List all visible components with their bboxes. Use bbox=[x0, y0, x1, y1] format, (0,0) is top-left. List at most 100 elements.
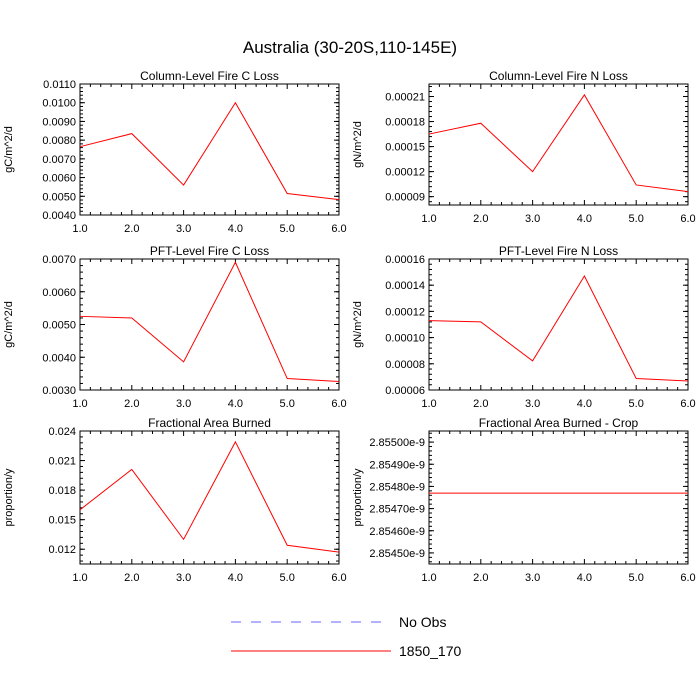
panel-title: PFT-Level Fire N Loss bbox=[499, 244, 618, 258]
x-tick-label: 5.0 bbox=[280, 223, 295, 235]
y-tick-label: 0.00006 bbox=[385, 385, 425, 397]
x-tick-label: 5.0 bbox=[280, 398, 295, 410]
x-tick-label: 4.0 bbox=[577, 398, 592, 410]
plot-frame bbox=[428, 258, 689, 391]
panel-title: Column-Level Fire N Loss bbox=[489, 69, 628, 83]
x-tick-label: 4.0 bbox=[228, 223, 243, 235]
series-line-1850_170 bbox=[79, 440, 340, 553]
y-tick-label: 0.00008 bbox=[385, 359, 425, 371]
y-tick-label: 2.85490e-9 bbox=[369, 459, 425, 471]
x-tick-label: 3.0 bbox=[525, 398, 540, 410]
figure-title: Australia (30-20S,110-145E) bbox=[243, 38, 457, 57]
y-tick-label: 0.00018 bbox=[385, 117, 425, 129]
legend-label-1850-170: 1850_170 bbox=[399, 643, 462, 659]
y-tick-label: 0.0100 bbox=[42, 98, 76, 110]
y-axis-label: proportion/y bbox=[3, 468, 15, 527]
panel-3: 1.0 2.0 3.0 4.0 5.0 6.0 0.0030 0.0040 0.0050 0.00… bbox=[3, 244, 347, 410]
series-line-1850_170 bbox=[428, 275, 689, 382]
x-tick-label: 5.0 bbox=[280, 572, 295, 584]
x-tick-label: 5.0 bbox=[629, 572, 644, 584]
x-tick-label: 6.0 bbox=[680, 572, 695, 584]
plot-frame bbox=[79, 430, 340, 565]
y-tick-label: 0.00016 bbox=[385, 254, 425, 266]
x-tick-label: 1.0 bbox=[421, 213, 436, 225]
legend: No Obs 1850_170 bbox=[231, 614, 462, 659]
y-tick-label: 0.00021 bbox=[385, 92, 425, 104]
x-tick-label: 4.0 bbox=[577, 213, 592, 225]
y-axis-label: gC/m^2/d bbox=[3, 301, 15, 348]
y-tick-label: 0.0090 bbox=[42, 116, 76, 128]
x-tick-label: 1.0 bbox=[72, 572, 87, 584]
x-tick-label: 1.0 bbox=[72, 398, 87, 410]
x-tick-label: 3.0 bbox=[176, 572, 191, 584]
y-tick-label: 0.00015 bbox=[385, 142, 425, 154]
x-tick-label: 4.0 bbox=[228, 572, 243, 584]
y-tick-label: 0.021 bbox=[48, 456, 76, 468]
x-tick-label: 1.0 bbox=[72, 223, 87, 235]
x-tick-label: 1.0 bbox=[421, 572, 436, 584]
x-tick-label: 2.0 bbox=[124, 398, 139, 410]
y-tick-label: 0.024 bbox=[48, 426, 76, 438]
y-tick-label: 0.0040 bbox=[42, 210, 76, 222]
y-axis-label: gN/m^2/d bbox=[352, 121, 364, 168]
y-tick-label: 0.0050 bbox=[42, 191, 76, 203]
series-line-1850_170 bbox=[79, 101, 340, 201]
x-tick-label: 1.0 bbox=[421, 398, 436, 410]
x-tick-label: 2.0 bbox=[124, 223, 139, 235]
y-tick-label: 0.0070 bbox=[42, 154, 76, 166]
x-tick-label: 2.0 bbox=[473, 213, 488, 225]
x-tick-label: 6.0 bbox=[331, 398, 346, 410]
panel-5: 1.0 2.0 3.0 4.0 5.0 6.0 0.012 0.015 0.018 0.021 0.… bbox=[3, 416, 347, 584]
y-tick-label: 0.018 bbox=[48, 485, 76, 497]
y-axis-label: proportion/y bbox=[352, 468, 364, 527]
x-tick-label: 6.0 bbox=[680, 213, 695, 225]
panel-title: PFT-Level Fire C Loss bbox=[150, 244, 269, 258]
x-tick-label: 2.0 bbox=[473, 398, 488, 410]
y-tick-label: 0.0060 bbox=[42, 287, 76, 299]
x-tick-label: 3.0 bbox=[176, 398, 191, 410]
y-tick-label: 0.00010 bbox=[385, 333, 425, 345]
x-tick-label: 6.0 bbox=[331, 223, 346, 235]
y-tick-label: 2.85460e-9 bbox=[369, 526, 425, 538]
y-tick-label: 0.00012 bbox=[385, 167, 425, 179]
plot-frame bbox=[428, 83, 689, 206]
y-tick-label: 0.0110 bbox=[43, 79, 76, 91]
panel-2: 1.0 2.0 3.0 4.0 5.0 6.0 0.00009 0.00012 0.00015 0… bbox=[352, 69, 696, 225]
y-tick-label: 2.85470e-9 bbox=[369, 504, 425, 516]
x-tick-label: 5.0 bbox=[629, 398, 644, 410]
y-tick-label: 0.00009 bbox=[385, 192, 425, 204]
plot-frame bbox=[428, 430, 689, 565]
y-tick-label: 0.0060 bbox=[42, 173, 76, 185]
plot-frame bbox=[79, 83, 340, 216]
x-tick-label: 3.0 bbox=[525, 213, 540, 225]
series-line-1850_170 bbox=[428, 93, 689, 193]
y-tick-label: 0.0080 bbox=[42, 135, 76, 147]
panel-4: 1.0 2.0 3.0 4.0 5.0 6.0 0.00006 0.00008 0.00010 0… bbox=[352, 244, 696, 410]
series-line-1850_170 bbox=[79, 261, 340, 382]
x-tick-label: 4.0 bbox=[228, 398, 243, 410]
panels: 1.0 2.0 3.0 4.0 5.0 6.0 0.0040 0.0050 0.0060 0.00… bbox=[3, 69, 696, 584]
y-tick-label: 0.0050 bbox=[42, 320, 76, 332]
y-tick-label: 0.00012 bbox=[385, 306, 425, 318]
panel-title: Fractional Area Burned - Crop bbox=[479, 416, 639, 430]
legend-label-no-obs: No Obs bbox=[399, 614, 446, 630]
x-tick-label: 3.0 bbox=[525, 572, 540, 584]
x-tick-label: 3.0 bbox=[176, 223, 191, 235]
x-tick-label: 4.0 bbox=[577, 572, 592, 584]
x-tick-label: 5.0 bbox=[629, 213, 644, 225]
y-tick-label: 2.85450e-9 bbox=[369, 548, 425, 560]
x-tick-label: 2.0 bbox=[473, 572, 488, 584]
x-tick-label: 6.0 bbox=[331, 572, 346, 584]
y-tick-label: 0.015 bbox=[48, 515, 76, 527]
x-tick-label: 6.0 bbox=[680, 398, 695, 410]
y-axis-label: gC/m^2/d bbox=[3, 126, 15, 173]
x-tick-label: 2.0 bbox=[124, 572, 139, 584]
y-tick-label: 0.012 bbox=[48, 544, 76, 556]
panel-title: Fractional Area Burned bbox=[148, 416, 271, 430]
panel-1: 1.0 2.0 3.0 4.0 5.0 6.0 0.0040 0.0050 0.0060 0.00… bbox=[3, 69, 347, 235]
y-tick-label: 0.0070 bbox=[42, 254, 76, 266]
y-tick-label: 0.0040 bbox=[42, 352, 76, 364]
y-tick-label: 0.00014 bbox=[385, 280, 425, 292]
plot-frame bbox=[79, 258, 340, 391]
